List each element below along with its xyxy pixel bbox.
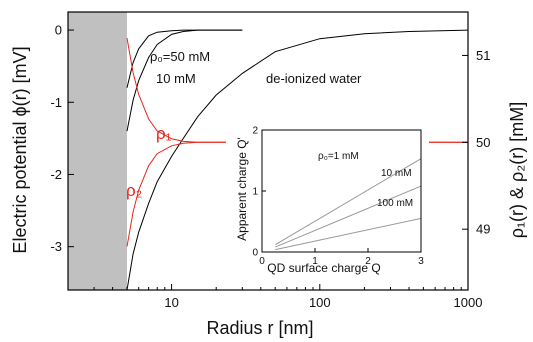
- y-tick-label-left: -1: [50, 95, 62, 110]
- inset-x-tick-label: 2: [365, 256, 371, 267]
- inset-y-tick-label: 0: [252, 248, 258, 259]
- x-axis-title: Radius r [nm]: [206, 318, 313, 338]
- inset-y-tick-label: 2: [252, 126, 258, 137]
- annotation-rho0-50mM: ρ₀=50 mM: [150, 49, 210, 64]
- main-plot-frame: [67, 11, 469, 291]
- y-tick-label-right: 49: [476, 222, 490, 237]
- excluded-region-shading: [68, 12, 127, 290]
- series-line-1: [126, 29, 243, 132]
- inset-y-axis-title: Apparent charge Q': [235, 137, 249, 241]
- y-tick-label-left: -2: [50, 167, 62, 182]
- inset-series-group: [275, 158, 422, 251]
- inset-chart: 0 1 2 3 0 1 2 QD surface charge Q Apparent cha…: [226, 120, 429, 282]
- inset-x-axis-title: QD surface charge Q: [267, 261, 380, 275]
- y-tick-label-right: 51: [476, 48, 490, 63]
- annotation-de-ionized-water: de-ionized water: [266, 71, 362, 86]
- y-tick-label-left: 0: [55, 23, 62, 38]
- y-axis-title-right: ρ₁(r) & ρ₂(r) [mM]: [507, 102, 527, 239]
- inset-y-tick-label: 1: [252, 187, 258, 198]
- inset-ticks-group: 0 1 2 3 0 1 2: [252, 126, 424, 268]
- x-tick-label: 1000: [454, 295, 483, 310]
- inset-annotation-1mM: ρ₀=1 mM: [318, 151, 359, 162]
- inset-background: [226, 120, 429, 282]
- inset-x-tick-label: 3: [418, 256, 424, 267]
- inset-series-line-1: [275, 185, 422, 248]
- series-line-2: [126, 29, 469, 291]
- x-tick-label: 10: [164, 295, 178, 310]
- y-tick-label-right: 50: [476, 135, 490, 150]
- inset-annotation-100mM: 100 mM: [377, 198, 413, 209]
- annotation-rho2: ρ₂: [126, 181, 142, 200]
- annotation-rho1: ρ₁: [156, 124, 172, 143]
- y-tick-label-left: -3: [50, 239, 62, 254]
- annotation-10mM: 10 mM: [156, 71, 196, 86]
- inset-series-line-0: [275, 158, 422, 246]
- inset-x-tick-label: 0: [259, 256, 265, 267]
- inset-annotation-10mM: 10 mM: [381, 168, 412, 179]
- inset-series-line-2: [275, 217, 422, 251]
- y-axis-title-left: Electric potential ϕ(r) [mV]: [10, 46, 30, 253]
- inset-x-tick-label: 1: [312, 256, 318, 267]
- x-tick-label: 100: [309, 295, 331, 310]
